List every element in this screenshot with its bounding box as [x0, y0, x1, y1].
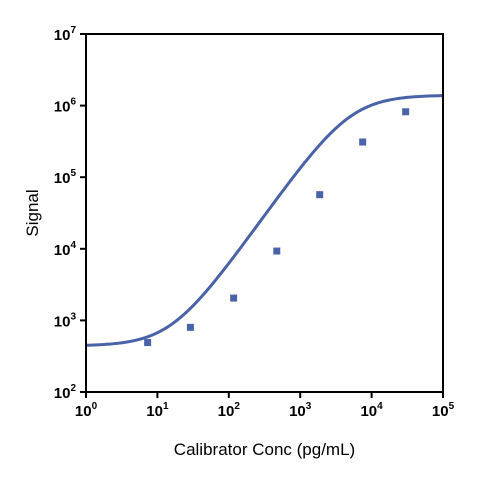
x-axis-ticks: 100 101 102 103 104 105 [75, 392, 455, 420]
data-point [402, 108, 410, 116]
x-tick-label: 101 [146, 401, 169, 420]
fit-curve-line [85, 94, 444, 347]
y-tick-label: 107 [54, 25, 77, 44]
y-tick-label: 104 [54, 240, 77, 259]
y-tick-label: 106 [54, 97, 77, 116]
data-point [230, 294, 238, 302]
x-axis-title: Calibrator Conc (pg/mL) [174, 440, 355, 459]
x-tick-label: 102 [218, 401, 241, 420]
data-point [273, 247, 281, 255]
y-axis-ticks: 102 103 104 105 106 107 [54, 25, 86, 402]
x-tick-label: 105 [432, 401, 455, 420]
y-axis-title: Signal [23, 189, 42, 236]
y-tick-label: 105 [54, 168, 77, 187]
data-point [186, 323, 194, 331]
x-tick-label: 100 [75, 401, 98, 420]
x-tick-label: 103 [289, 401, 312, 420]
plot-frame [85, 33, 444, 393]
y-tick-label: 103 [54, 311, 77, 330]
data-point [144, 339, 152, 347]
fit-curve-layer [85, 94, 444, 347]
y-tick-label: 102 [54, 383, 77, 402]
data-points-layer [144, 108, 410, 347]
x-tick-label: 104 [360, 401, 383, 420]
data-point [359, 138, 367, 146]
data-point [316, 191, 324, 199]
